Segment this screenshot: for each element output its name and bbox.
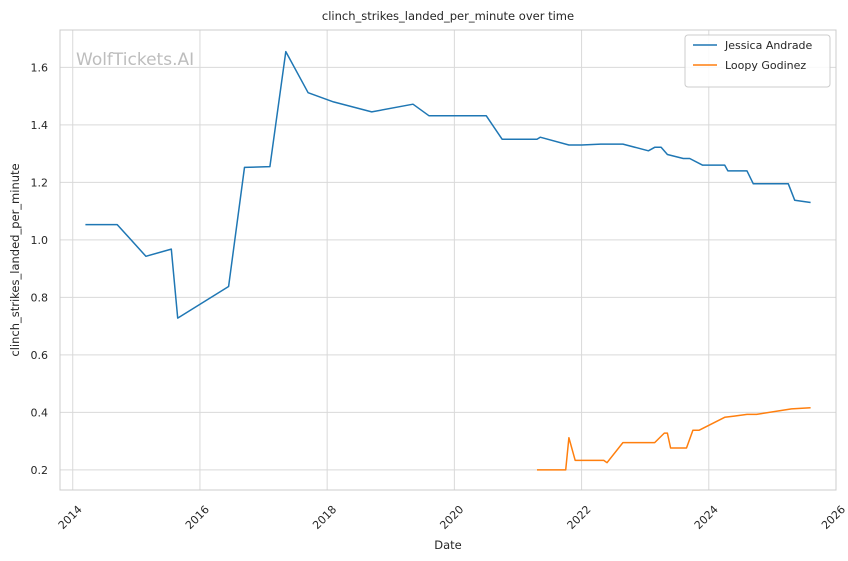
y-tick-label: 0.8 [31,291,49,304]
y-tick-label: 1.4 [31,119,49,132]
y-tick-label: 1.2 [31,176,49,189]
series-layer [85,50,811,471]
y-axis-ticks: 0.2 0.4 0.6 0.8 1.0 1.2 1.4 1.6 [31,61,49,477]
x-tick-label: 2022 [565,503,594,532]
plot-frame [59,29,837,491]
grid [60,30,837,490]
series-line [537,407,811,471]
legend-label: Jessica Andrade [724,39,813,52]
y-tick-label: 1.6 [31,61,49,74]
x-tick-label: 2024 [692,503,721,532]
chart-title: clinch_strikes_landed_per_minute over ti… [322,9,574,23]
x-axis-title: Date [434,538,462,552]
legend-label: Loopy Godinez [725,59,806,72]
series-line [85,50,811,319]
x-tick-label: 2014 [56,503,85,532]
x-tick-label: 2016 [183,503,212,532]
x-tick-label: 2026 [819,503,848,532]
legend-box [684,34,831,88]
y-tick-label: 0.4 [31,406,49,419]
x-tick-label: 2018 [310,503,339,532]
x-axis-ticks: 2014 2016 2018 2020 2022 2024 2026 [56,503,848,532]
watermark-text: WolfTickets.AI [76,50,194,70]
legend: Jessica Andrade Loopy Godinez [684,34,831,88]
x-tick-label: 2020 [437,503,466,532]
y-tick-label: 1.0 [31,234,49,247]
y-tick-label: 0.2 [31,464,49,477]
y-tick-label: 0.6 [31,349,49,362]
y-axis-title: clinch_strikes_landed_per_minute [8,163,22,356]
